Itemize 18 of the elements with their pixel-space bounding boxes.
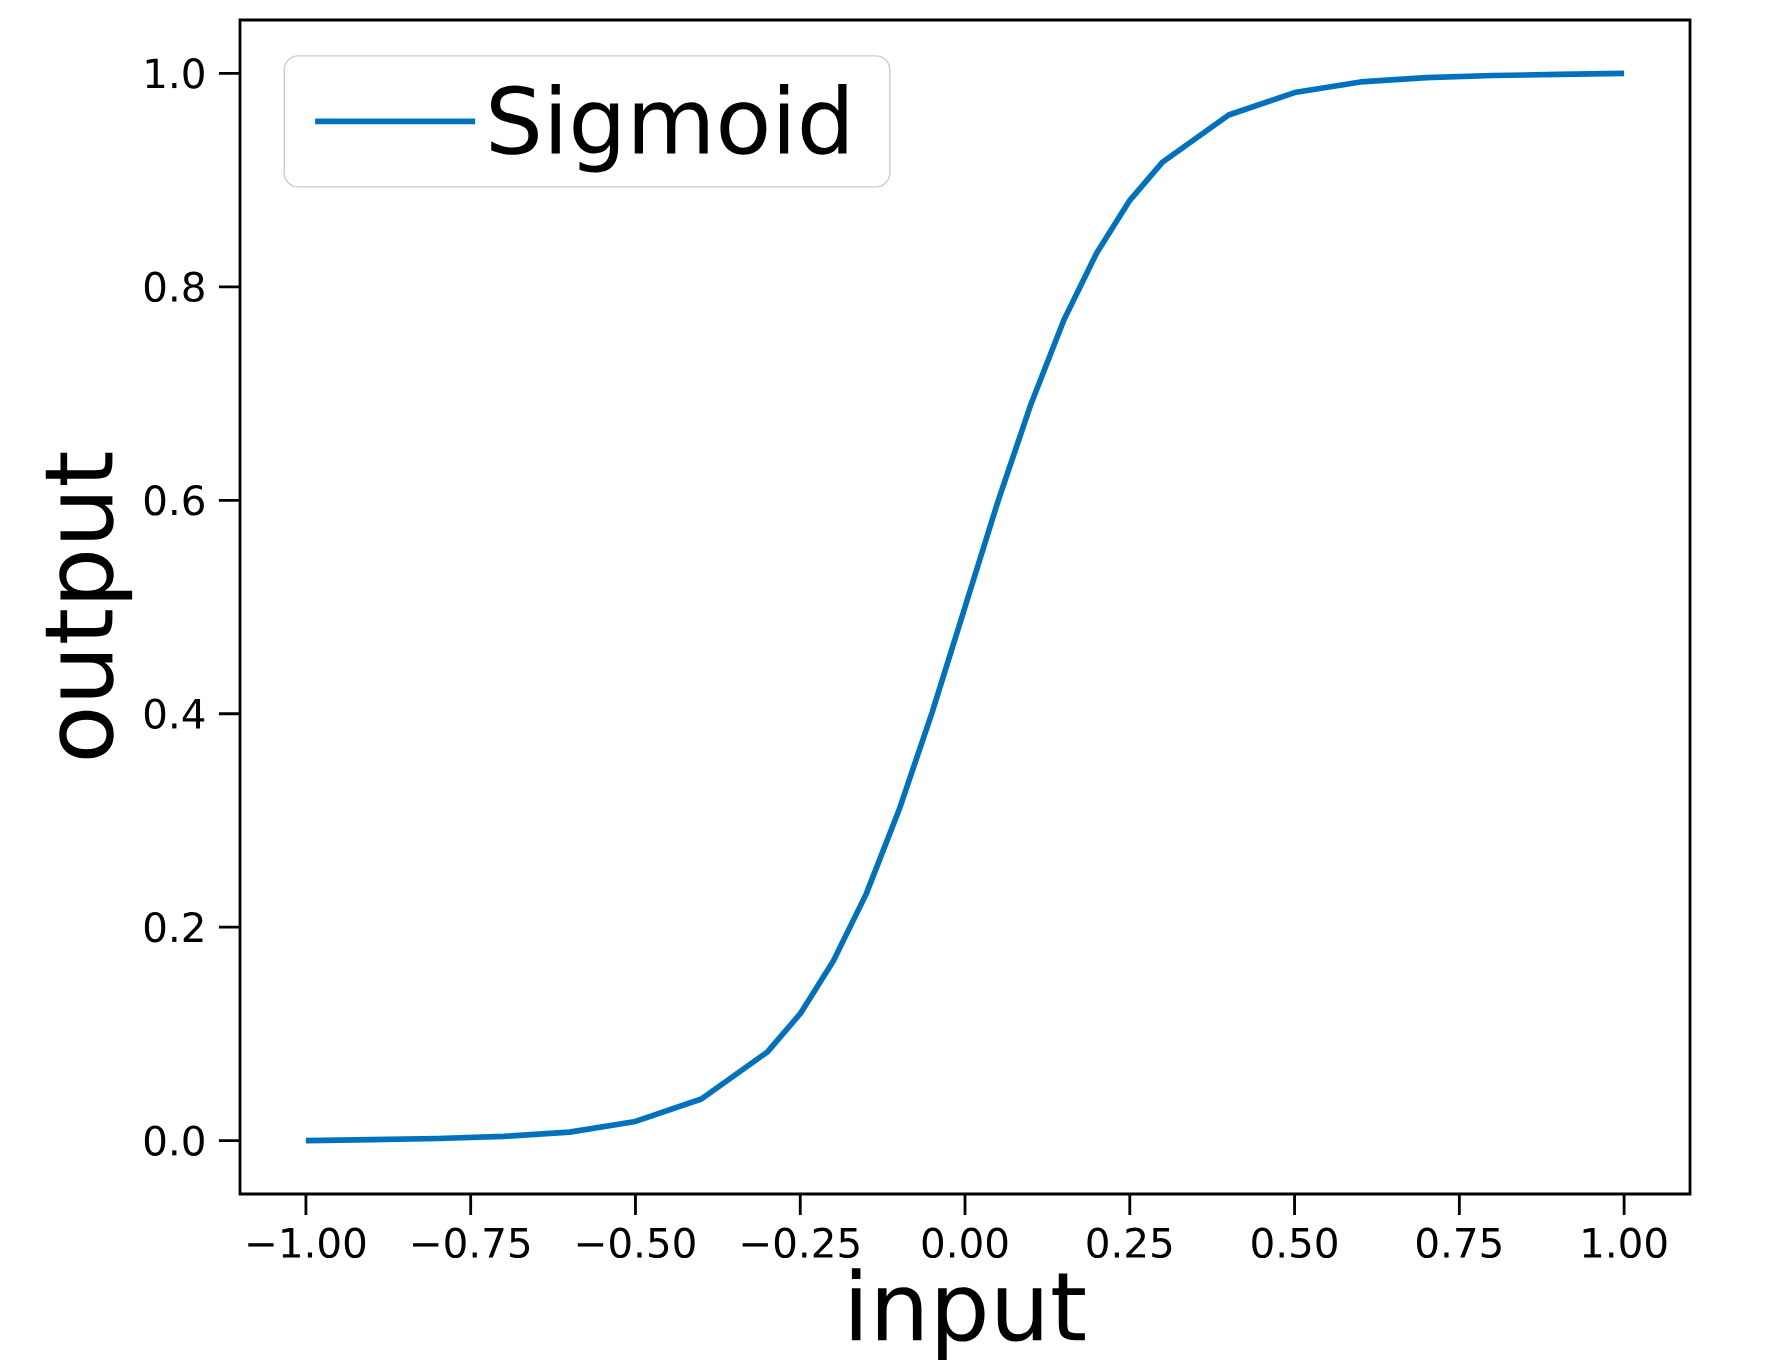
y-axis-title: output xyxy=(45,452,133,759)
y-tick-label: 0.4 xyxy=(144,698,205,729)
y-tick-label: 0.2 xyxy=(144,911,203,943)
x-tick-label: −1.00 xyxy=(248,1227,366,1259)
y-tick-label: 0.0 xyxy=(144,1125,204,1156)
legend-label: Sigmoid xyxy=(490,84,847,173)
x-tick-label: 0.75 xyxy=(1416,1227,1501,1259)
x-tick-label: 0.25 xyxy=(1087,1227,1172,1259)
x-tick-label: −0.75 xyxy=(413,1227,530,1259)
y-tick-label: 0.8 xyxy=(144,271,204,303)
y-tick-label: 0.6 xyxy=(144,485,204,516)
x-tick-label: 1.00 xyxy=(1583,1227,1667,1259)
y-tick-label: 1.0 xyxy=(146,58,204,89)
x-axis-title: input xyxy=(851,1268,1085,1360)
x-tick-label: −0.25 xyxy=(742,1227,859,1259)
x-tick-label: 0.50 xyxy=(1252,1227,1337,1259)
x-tick-label: −0.50 xyxy=(577,1227,695,1259)
x-tick-label: 0.00 xyxy=(922,1227,1008,1259)
